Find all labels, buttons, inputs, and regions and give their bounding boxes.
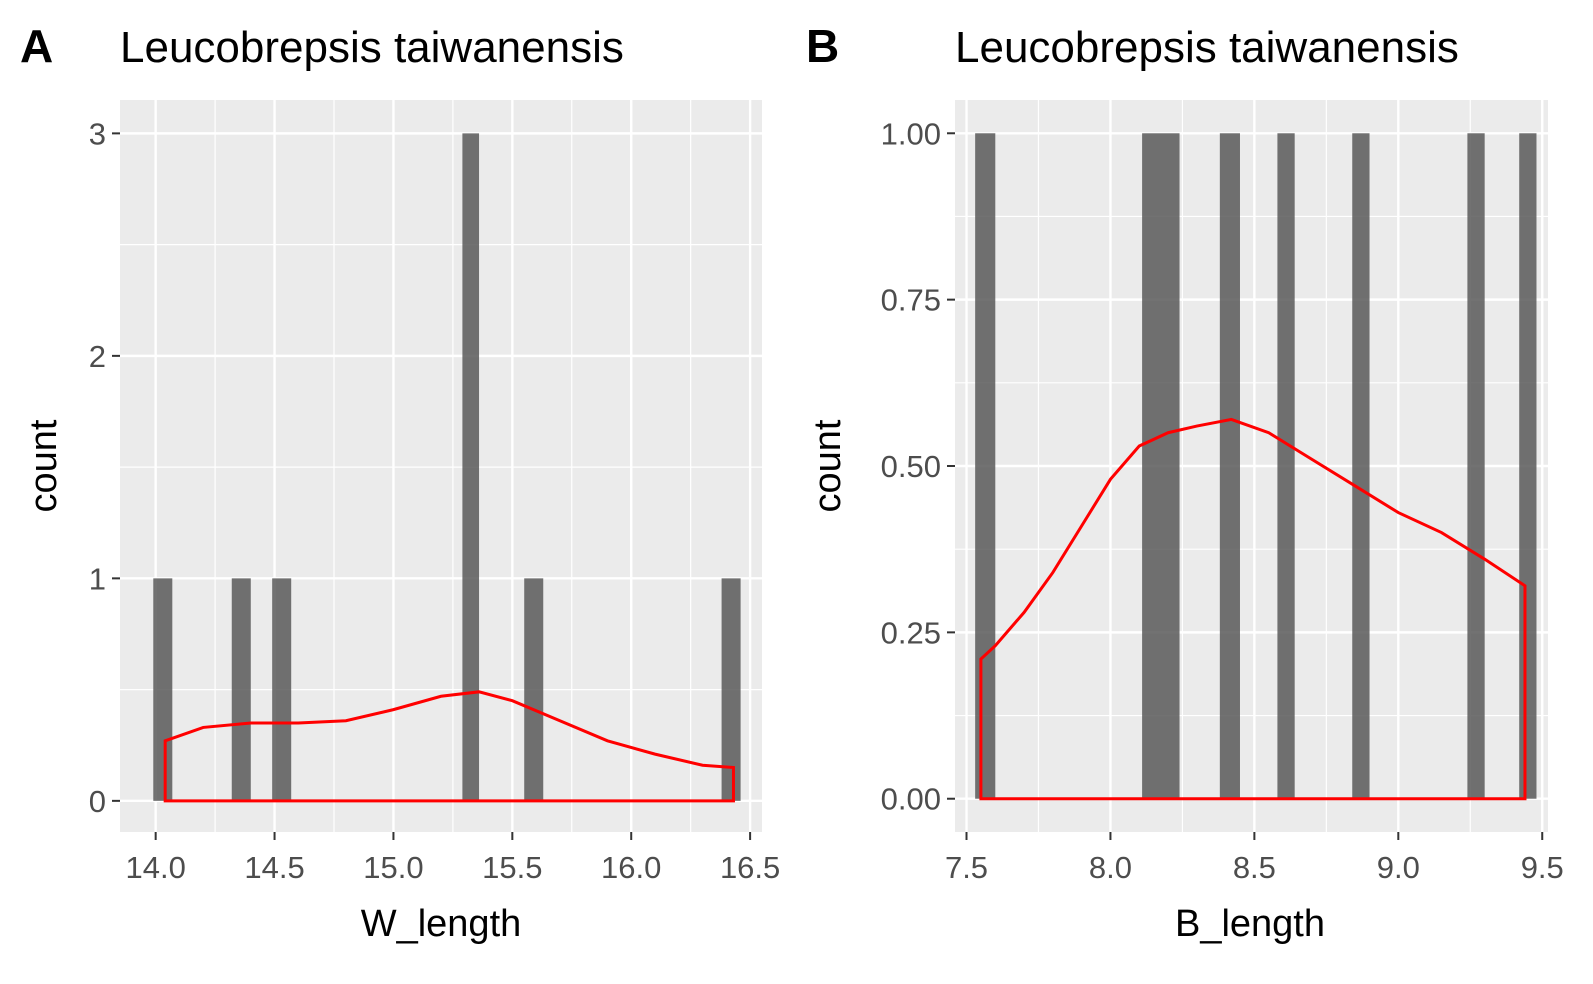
- panel-b-y-tick-label: 0.00: [881, 782, 941, 817]
- panel-a-gridlines: [120, 100, 762, 832]
- panel-a-x-tick-label: 16.0: [601, 850, 661, 885]
- panel-b: B Leucobrepsis taiwanensis 7.5 8.0 8.5 9.0 9…: [806, 20, 1564, 945]
- panel-a-histogram-bar: [524, 578, 544, 801]
- panel-b-axes: 7.5 8.0 8.5 9.0 9.5 0.00 0.25 0.50 0.75 1.00: [881, 116, 1564, 885]
- panel-a-x-tick-label: 15.0: [363, 850, 423, 885]
- panel-a-histogram-bar: [231, 578, 251, 801]
- panel-a-y-tick-label: 3: [89, 116, 106, 151]
- panel-b-x-tick-label: 8.5: [1233, 850, 1276, 885]
- panel-b-x-axis-title: B_length: [1175, 903, 1325, 945]
- panel-a-axes: 14.0 14.5 15.0 15.5 16.0 16.5 0 1 2 3: [89, 116, 781, 885]
- panel-a-y-tick-label: 2: [89, 339, 106, 374]
- panel-a-plot-background: [120, 100, 762, 832]
- panel-a-histogram-bar: [462, 133, 480, 801]
- panel-b-letter: B: [806, 20, 839, 72]
- panel-b-histogram-bar: [975, 133, 996, 799]
- panel-a-y-tick-label: 1: [89, 561, 106, 596]
- panel-a-x-tick-label: 14.0: [125, 850, 185, 885]
- panel-a-density-curve: [163, 690, 735, 803]
- panel-b-histogram-bar: [1467, 133, 1485, 799]
- panel-b-y-tick-label: 0.50: [881, 449, 941, 484]
- panel-a-histogram-bar: [153, 578, 173, 801]
- panel-b-x-tick-label: 8.0: [1089, 850, 1132, 885]
- panel-a-y-axis-title: count: [23, 419, 65, 512]
- panel-a-y-tick-label: 0: [89, 784, 106, 819]
- panel-a-bars: [153, 133, 741, 801]
- panel-b-histogram-bar: [1219, 133, 1240, 799]
- panel-b-x-tick-label: 9.5: [1521, 850, 1564, 885]
- panel-b-title: Leucobrepsis taiwanensis: [955, 23, 1459, 72]
- panel-b-histogram-bar: [1277, 133, 1295, 799]
- panel-a-title: Leucobrepsis taiwanensis: [120, 23, 624, 72]
- panel-b-histogram-bar: [1142, 133, 1180, 799]
- panel-b-y-axis-title: count: [807, 419, 849, 512]
- panel-b-y-tick-label: 0.25: [881, 615, 941, 650]
- panel-b-bars: [975, 133, 1537, 799]
- panel-b-x-tick-label: 9.0: [1377, 850, 1420, 885]
- panel-b-density-curve: [979, 417, 1527, 801]
- panel-b-y-tick-label: 1.00: [881, 116, 941, 151]
- panel-b-histogram-bar: [1519, 133, 1537, 799]
- panel-a-letter: A: [20, 20, 53, 72]
- panel-b-histogram-bar: [1352, 133, 1370, 799]
- panel-a: A Leucobrepsis taiwanensis 14.0 14.5 15.0 1…: [20, 20, 780, 945]
- panel-a-histogram-bar: [721, 578, 741, 801]
- panel-a-x-tick-label: 15.5: [482, 850, 542, 885]
- panel-b-x-tick-label: 7.5: [945, 850, 988, 885]
- panel-b-y-tick-label: 0.75: [881, 283, 941, 318]
- panel-a-x-tick-label: 16.5: [720, 850, 780, 885]
- panel-a-x-tick-label: 14.5: [244, 850, 304, 885]
- panel-a-histogram-bar: [272, 578, 292, 801]
- panel-a-x-axis-title: W_length: [361, 903, 522, 945]
